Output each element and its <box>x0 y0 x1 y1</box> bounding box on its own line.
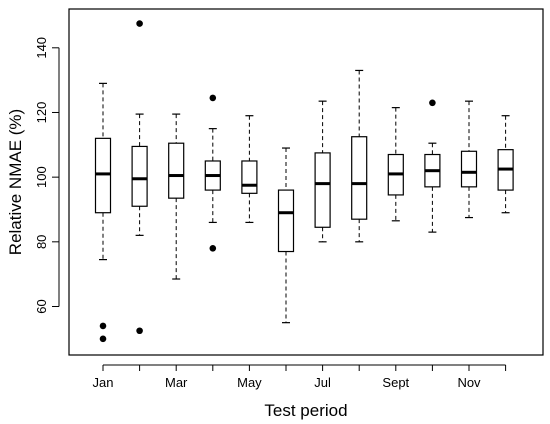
y-axis: 60 80 100 120 140 <box>34 37 60 314</box>
box-iqr <box>460 150 478 188</box>
y-tick-label: 100 <box>34 166 49 188</box>
box-apr <box>204 94 221 252</box>
y-axis-title: Relative NMAE (%) <box>6 109 25 255</box>
box-dec <box>497 115 514 214</box>
box-aug <box>351 69 368 243</box>
y-tick-label: 140 <box>34 37 49 59</box>
outlier-point <box>209 94 217 102</box>
x-tick-label: Nov <box>457 375 481 390</box>
x-axis-title: Test period <box>264 401 347 420</box>
x-tick-label: Sept <box>382 375 409 390</box>
box-mar <box>168 113 185 280</box>
box-nov <box>460 100 478 219</box>
y-tick-label: 80 <box>34 235 49 249</box>
outlier-point <box>99 335 107 343</box>
outlier-point <box>136 327 143 335</box>
box-iqr <box>314 152 331 228</box>
outlier-point <box>99 322 107 330</box>
plot-frame <box>68 8 544 356</box>
box-iqr <box>351 136 368 220</box>
box-jul <box>314 100 331 243</box>
box-may <box>241 115 258 224</box>
box-iqr <box>131 145 148 207</box>
box-iqr <box>168 142 185 199</box>
outlier-point <box>429 99 436 107</box>
y-tick-label: 120 <box>34 102 49 124</box>
x-tick-label: Mar <box>165 375 188 390</box>
box-iqr <box>241 160 258 194</box>
x-tick-label: Jan <box>93 375 114 390</box>
x-axis: Jan Mar May Jul Sept Nov <box>93 364 507 390</box>
outlier-point <box>136 20 143 27</box>
box-iqr <box>277 189 295 253</box>
boxes-layer <box>94 20 514 343</box>
box-iqr <box>94 137 112 214</box>
x-tick-label: Jul <box>314 375 331 390</box>
box-jun <box>277 147 295 324</box>
y-tick-label: 60 <box>34 299 49 313</box>
x-tick-label: May <box>237 375 262 390</box>
box-sept <box>387 107 404 222</box>
outlier-point <box>209 244 217 252</box>
box-oct <box>424 99 441 233</box>
box-jan <box>94 82 112 343</box>
box-feb <box>131 20 148 335</box>
